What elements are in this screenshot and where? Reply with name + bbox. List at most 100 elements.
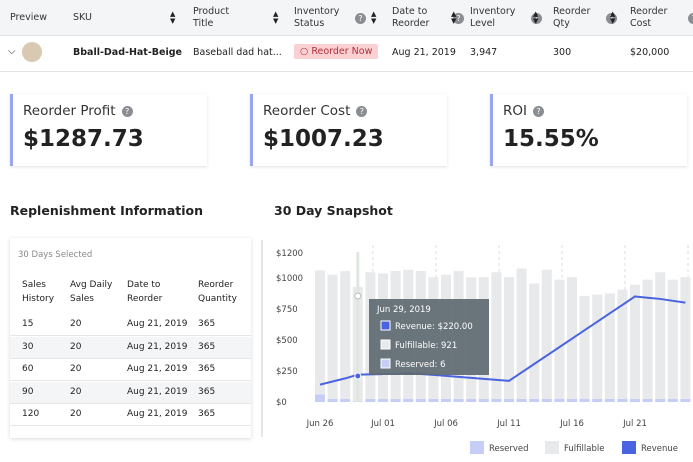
cell: Aug 21, 2019 — [127, 409, 188, 419]
metric-card: ROI? 15.55% — [490, 94, 687, 166]
bar-segment — [428, 398, 439, 402]
column-header: Inventory Level? — [470, 4, 544, 32]
column-header: Avg Daily Sales — [70, 280, 113, 304]
bar-segment — [453, 271, 464, 399]
bar-segment — [403, 398, 414, 402]
bar-segment — [630, 398, 640, 402]
column-header: Product Title — [193, 4, 262, 32]
bar-segment — [441, 274, 451, 399]
legend-swatch — [545, 441, 559, 454]
sort-icon: ▲ ▼ — [451, 10, 457, 25]
column-header: SKU — [73, 4, 187, 32]
header-text[interactable]: SKU — [73, 12, 92, 23]
table-row-bg — [10, 359, 251, 381]
header-text[interactable]: Product Title — [193, 6, 230, 29]
help-icon: ? — [533, 105, 544, 117]
cell: 365 — [198, 319, 216, 329]
table-row-bg — [10, 314, 251, 336]
y-tick-label: $1000 — [276, 274, 303, 284]
column-header: Reorder Cost? — [630, 4, 693, 32]
header-text[interactable]: Preview — [10, 12, 47, 23]
bar-segment — [541, 398, 552, 402]
bar-segment — [340, 271, 351, 399]
bar-segment — [579, 295, 590, 399]
label-text: Reorder Cost — [263, 103, 351, 119]
y-tick-label: $750 — [276, 305, 298, 315]
metric-card: Reorder Profit? $1287.73 — [10, 94, 207, 166]
bar-segment — [428, 277, 439, 399]
bar-segment — [567, 398, 577, 402]
bar-segment — [365, 272, 376, 399]
help-icon: ? — [355, 12, 366, 24]
bar-segment — [617, 289, 628, 399]
header-text[interactable]: Date to Reorder — [392, 6, 430, 29]
bar-segment — [630, 284, 640, 399]
cell: 15 — [22, 319, 34, 329]
column-header: Sales History — [22, 280, 55, 304]
bar-segment — [415, 398, 426, 402]
tooltip-line: Revenue: $220.00 — [395, 322, 473, 332]
product-thumbnail — [22, 42, 42, 62]
column-header: Preview — [10, 4, 74, 32]
bar-segment — [478, 398, 489, 402]
header-text[interactable]: Inventory Level — [470, 6, 516, 29]
chart-title: 30 Day Snapshot — [274, 203, 393, 218]
help-icon: ? — [453, 12, 464, 24]
header-text[interactable]: Reorder Cost — [630, 6, 668, 29]
column-header: Reorder Quantity — [198, 280, 237, 304]
column-header: Reorder Qty? — [553, 4, 617, 32]
bar-segment — [604, 398, 615, 402]
bar-segment — [529, 283, 540, 399]
cell: $20,000 — [630, 47, 670, 58]
bar-segment — [352, 401, 363, 402]
bar-segment — [554, 398, 565, 402]
bar-segment — [390, 271, 401, 399]
bar-segment — [642, 279, 653, 399]
replenishment-table: 30 Days Selected Sales History Avg Daily … — [10, 238, 251, 438]
legend-label: Fulfillable — [564, 444, 604, 454]
table-row-bg — [10, 381, 251, 404]
bar-segment — [466, 277, 477, 399]
column-header: Date to Reorder — [127, 280, 163, 304]
table-row[interactable]: ⌵ Bball-Dad-Hat-Beige Baseball dad hat...… — [0, 36, 693, 72]
x-tick-label: Jul 11 — [496, 419, 521, 429]
expand-chevron[interactable]: ⌵ — [8, 46, 16, 57]
bar-segment — [504, 277, 514, 399]
cell: 30 — [22, 341, 34, 352]
bar-segment — [478, 277, 489, 399]
cell: 365 — [198, 341, 216, 352]
bar-segment — [378, 398, 388, 402]
revenue-line — [319, 295, 686, 386]
status-badge: ○ Reorder Now — [294, 44, 379, 59]
x-tick-label: Jul 21 — [622, 419, 647, 429]
header-text[interactable]: Reorder Qty — [553, 6, 591, 29]
status-text: Reorder Now — [311, 46, 373, 57]
header-text[interactable]: Inventory Status — [294, 6, 340, 29]
tooltip-title: Jun 29, 2019 — [376, 305, 431, 315]
card-value: 15.55% — [503, 126, 599, 152]
bar-segment — [529, 398, 540, 402]
subtitle: 30 Days Selected — [18, 250, 93, 260]
sort-icon: ▲ ▼ — [170, 10, 176, 25]
metric-card: Reorder Cost? $1007.23 — [250, 94, 447, 166]
tooltip-swatch — [380, 339, 391, 350]
cell: Aug 21, 2019 — [127, 386, 188, 397]
bar-segment — [617, 398, 628, 402]
cell: 90 — [22, 386, 34, 397]
bar-segment — [491, 398, 502, 402]
cell: Aug 21, 2019 — [392, 47, 456, 58]
card-value: $1007.23 — [263, 126, 384, 152]
bar-segment — [554, 279, 565, 399]
bar-segment — [667, 398, 678, 402]
card-label: ROI? — [503, 103, 544, 119]
bar-segment — [604, 293, 615, 399]
cell: 120 — [22, 409, 40, 419]
bar-segment — [541, 269, 552, 399]
y-tick-label: $500 — [276, 336, 298, 346]
card-label: Reorder Cost? — [263, 103, 368, 119]
card-value: $1287.73 — [23, 126, 144, 152]
legend-swatch — [470, 441, 484, 454]
legend-label: Revenue — [641, 444, 678, 454]
bar-segment — [441, 398, 451, 402]
